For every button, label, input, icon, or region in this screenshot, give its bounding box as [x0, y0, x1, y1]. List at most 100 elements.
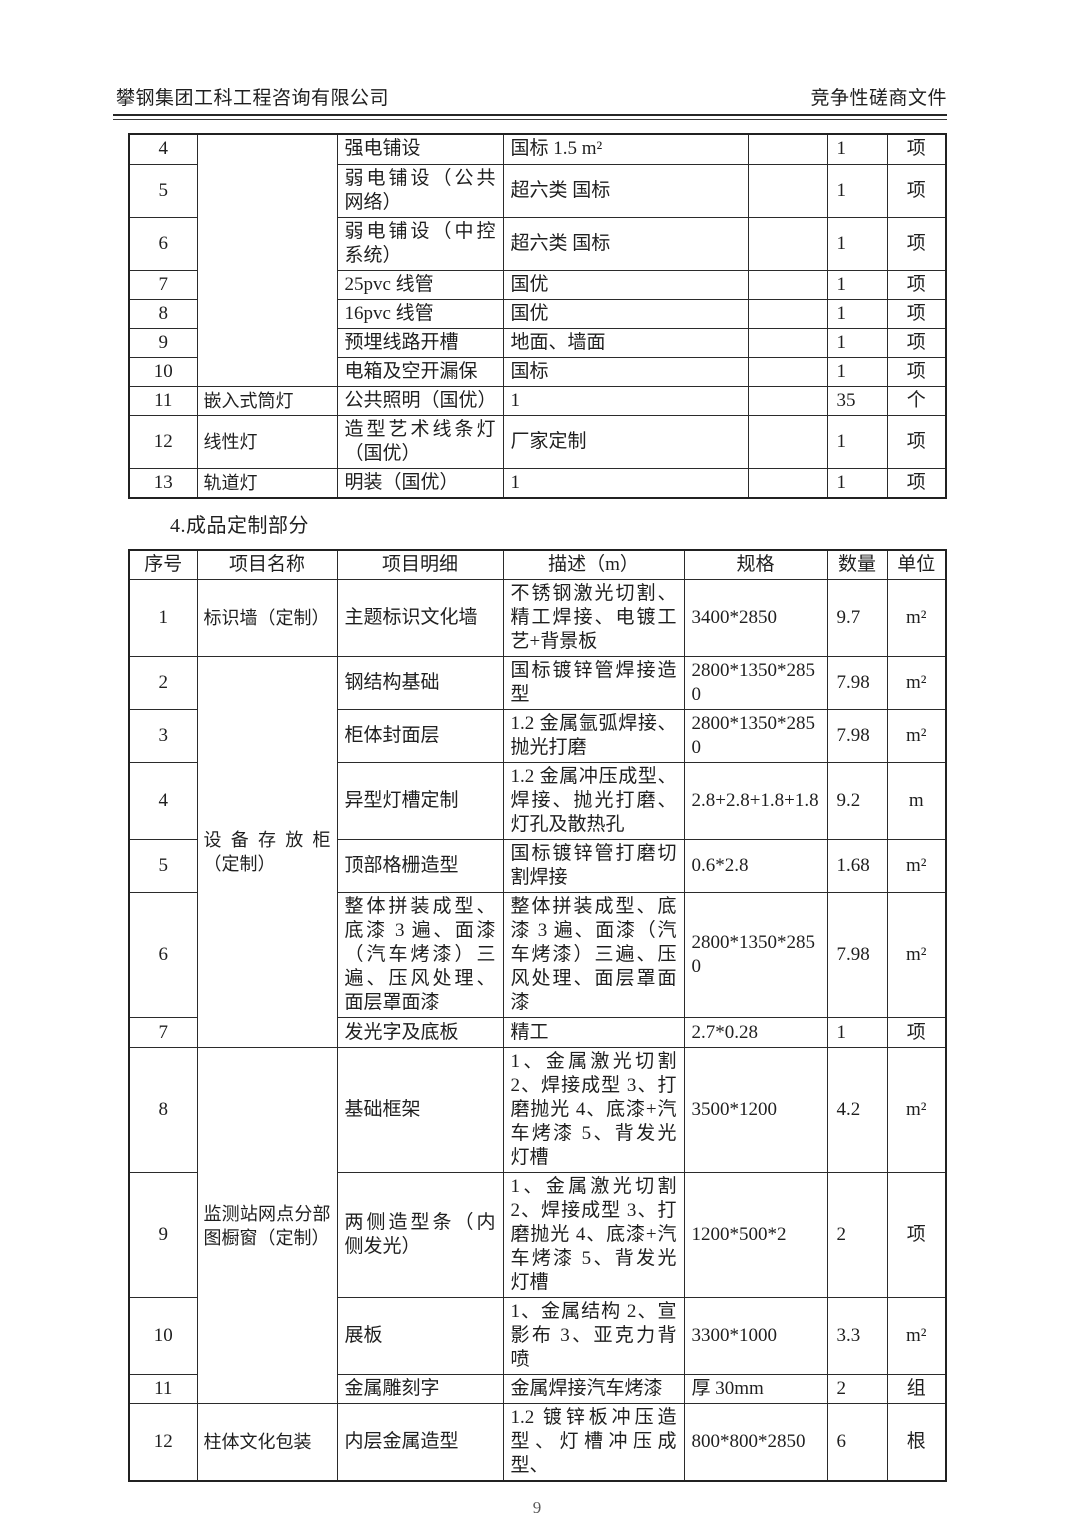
header-rule-thick [113, 114, 947, 116]
description-cell: 超六类 国标 [502, 216, 749, 271]
seq-cell: 6 [128, 216, 198, 271]
description-cell: 精工 [502, 1017, 685, 1048]
item-detail-cell: 金属雕刻字 [336, 1374, 504, 1404]
spec-cell [747, 385, 828, 416]
item-detail-cell: 造型艺术线条灯（国优） [336, 414, 504, 469]
spec-cell [747, 356, 828, 387]
quantity-cell: 1 [826, 133, 888, 165]
seq-cell: 12 [128, 414, 198, 469]
quantity-cell: 1 [826, 298, 888, 329]
seq-cell: 5 [128, 839, 198, 893]
spec-cell [747, 414, 828, 469]
table-row: 12 线性灯 造型艺术线条灯（国优） 厂家定制 1 项 [128, 414, 947, 469]
seq-cell: 13 [128, 467, 198, 498]
spec-cell [747, 269, 828, 300]
custom-products-table-header: 序号 项目名称 项目明细 描述（m） 规格 数量 单位 [128, 549, 947, 580]
item-detail-cell: 展板 [336, 1297, 504, 1375]
spec-cell: 3300*1000 [683, 1297, 828, 1375]
spec-cell [747, 163, 828, 218]
column-header-qty: 数量 [826, 549, 888, 580]
seq-cell: 7 [128, 1017, 198, 1048]
description-cell: 国标 1.5 m² [502, 133, 749, 165]
quantity-cell: 6 [826, 1403, 888, 1482]
seq-cell: 4 [128, 762, 198, 840]
electrical-items-table: 4 强电铺设 国标 1.5 m² 1 项 5 弱电铺设（公共网络） 超六类 国标 1 项 6 弱电铺设… [128, 133, 947, 499]
seq-cell: 3 [128, 709, 198, 763]
description-cell: 不锈钢激光切割、精工焊接、电镀工艺+背景板 [502, 579, 685, 657]
project-name-cell: 监测站网点分部图橱窗（定制） [196, 1047, 338, 1404]
section-title: 4.成品定制部分 [170, 514, 309, 537]
spec-cell [747, 298, 828, 329]
description-cell: 地面、墙面 [502, 327, 749, 358]
spec-cell: 3400*2850 [683, 579, 828, 657]
column-header-num: 序号 [128, 549, 198, 580]
unit-cell: m² [886, 1297, 947, 1375]
item-detail-cell: 异型灯槽定制 [336, 762, 504, 840]
unit-cell: m² [886, 656, 947, 710]
unit-cell: 项 [886, 298, 947, 329]
table-row: 4 强电铺设 国标 1.5 m² 1 项 [128, 133, 947, 387]
seq-cell: 9 [128, 1172, 198, 1298]
unit-cell: m² [886, 839, 947, 893]
seq-cell: 4 [128, 133, 198, 165]
seq-cell: 11 [128, 1374, 198, 1404]
unit-cell: 项 [886, 356, 947, 387]
description-cell: 厂家定制 [502, 414, 749, 469]
unit-cell: m² [886, 892, 947, 1018]
quantity-cell: 2 [826, 1374, 888, 1404]
table-row: 9 预埋线路开槽 地面、墙面 1 项 [128, 327, 947, 358]
seq-cell: 11 [128, 385, 198, 416]
item-detail-cell: 明装（国优） [336, 467, 504, 498]
column-header-spec: 规格 [683, 549, 828, 580]
description-cell: 国标镀锌管焊接造型 [502, 656, 685, 710]
header-rule [113, 114, 947, 120]
item-detail-cell: 顶部格栅造型 [336, 839, 504, 893]
item-detail-cell: 电箱及空开漏保 [336, 356, 504, 387]
project-name-cell [196, 133, 338, 387]
quantity-cell: 1 [826, 269, 888, 300]
quantity-cell: 35 [826, 385, 888, 416]
item-detail-cell: 主题标识文化墙 [336, 579, 504, 657]
unit-cell: 组 [886, 1374, 947, 1404]
spec-cell: 800*800*2850 [683, 1403, 828, 1482]
description-cell: 国优 [502, 298, 749, 329]
seq-cell: 7 [128, 269, 198, 300]
table-row: 7 25pvc 线管 国优 1 项 [128, 269, 947, 300]
seq-cell: 5 [128, 163, 198, 218]
item-detail-cell: 发光字及底板 [336, 1017, 504, 1048]
description-cell: 1 [502, 467, 749, 498]
column-header-desc: 描述（m） [502, 549, 685, 580]
description-cell: 国标 [502, 356, 749, 387]
unit-cell: 项 [886, 414, 947, 469]
item-detail-cell: 强电铺设 [336, 133, 504, 165]
item-detail-cell: 整体拼装成型、底漆 3 遍、面漆（汽车烤漆）三遍、压风处理、面层罩面漆 [336, 892, 504, 1018]
spec-cell: 1200*500*2 [683, 1172, 828, 1298]
spec-cell [747, 467, 828, 498]
item-detail-cell: 弱电铺设（公共网络） [336, 163, 504, 218]
project-name-cell: 设 备 存 放 柜（定制） [196, 656, 338, 1048]
quantity-cell: 1 [826, 163, 888, 218]
description-cell: 1、金属激光切割 2、焊接成型 3、打磨抛光 4、底漆+汽车烤漆 5、背发光灯槽 [502, 1172, 685, 1298]
custom-products-table-body: 1 标识墙（定制） 主题标识文化墙 不锈钢激光切割、精工焊接、电镀工艺+背景板 3400… [128, 579, 947, 1482]
seq-cell: 10 [128, 1297, 198, 1375]
item-detail-cell: 公共照明（国优） [336, 385, 504, 416]
description-cell: 1 [502, 385, 749, 416]
seq-cell: 2 [128, 656, 198, 710]
quantity-cell: 9.2 [826, 762, 888, 840]
quantity-cell: 1 [826, 1017, 888, 1048]
spec-cell: 厚 30mm [683, 1374, 828, 1404]
table-row: 1 标识墙（定制） 主题标识文化墙 不锈钢激光切割、精工焊接、电镀工艺+背景板 3400… [128, 579, 947, 657]
custom-products-table: 序号 项目名称 项目明细 描述（m） 规格 数量 单位 1 标识墙（定制） 主题标识文化墙 不锈钢… [128, 548, 947, 1482]
description-cell: 1、金属激光切割 2、焊接成型 3、打磨抛光 4、底漆+汽车烤漆 5、背发光灯槽 [502, 1047, 685, 1173]
table-row: 6 整体拼装成型、底漆 3 遍、面漆（汽车烤漆）三遍、压风处理、面层罩面漆 整体拼装… [128, 892, 947, 1018]
table-row: 5 弱电铺设（公共网络） 超六类 国标 1 项 [128, 163, 947, 218]
table-row: 11 金属雕刻字 金属焊接汽车烤漆厚 30mm 2 组 [128, 1374, 947, 1404]
item-detail-cell: 弱电铺设（中控系统） [336, 216, 504, 271]
quantity-cell: 7.98 [826, 709, 888, 763]
description-cell: 1.2 金属冲压成型、焊接、抛光打磨、灯孔及散热孔 [502, 762, 685, 840]
spec-cell [747, 327, 828, 358]
unit-cell: 项 [886, 216, 947, 271]
project-name-cell: 柱体文化包装 [196, 1403, 338, 1482]
table-row: 11 嵌入式筒灯 公共照明（国优） 1 35 个 [128, 385, 947, 416]
unit-cell: m² [886, 709, 947, 763]
